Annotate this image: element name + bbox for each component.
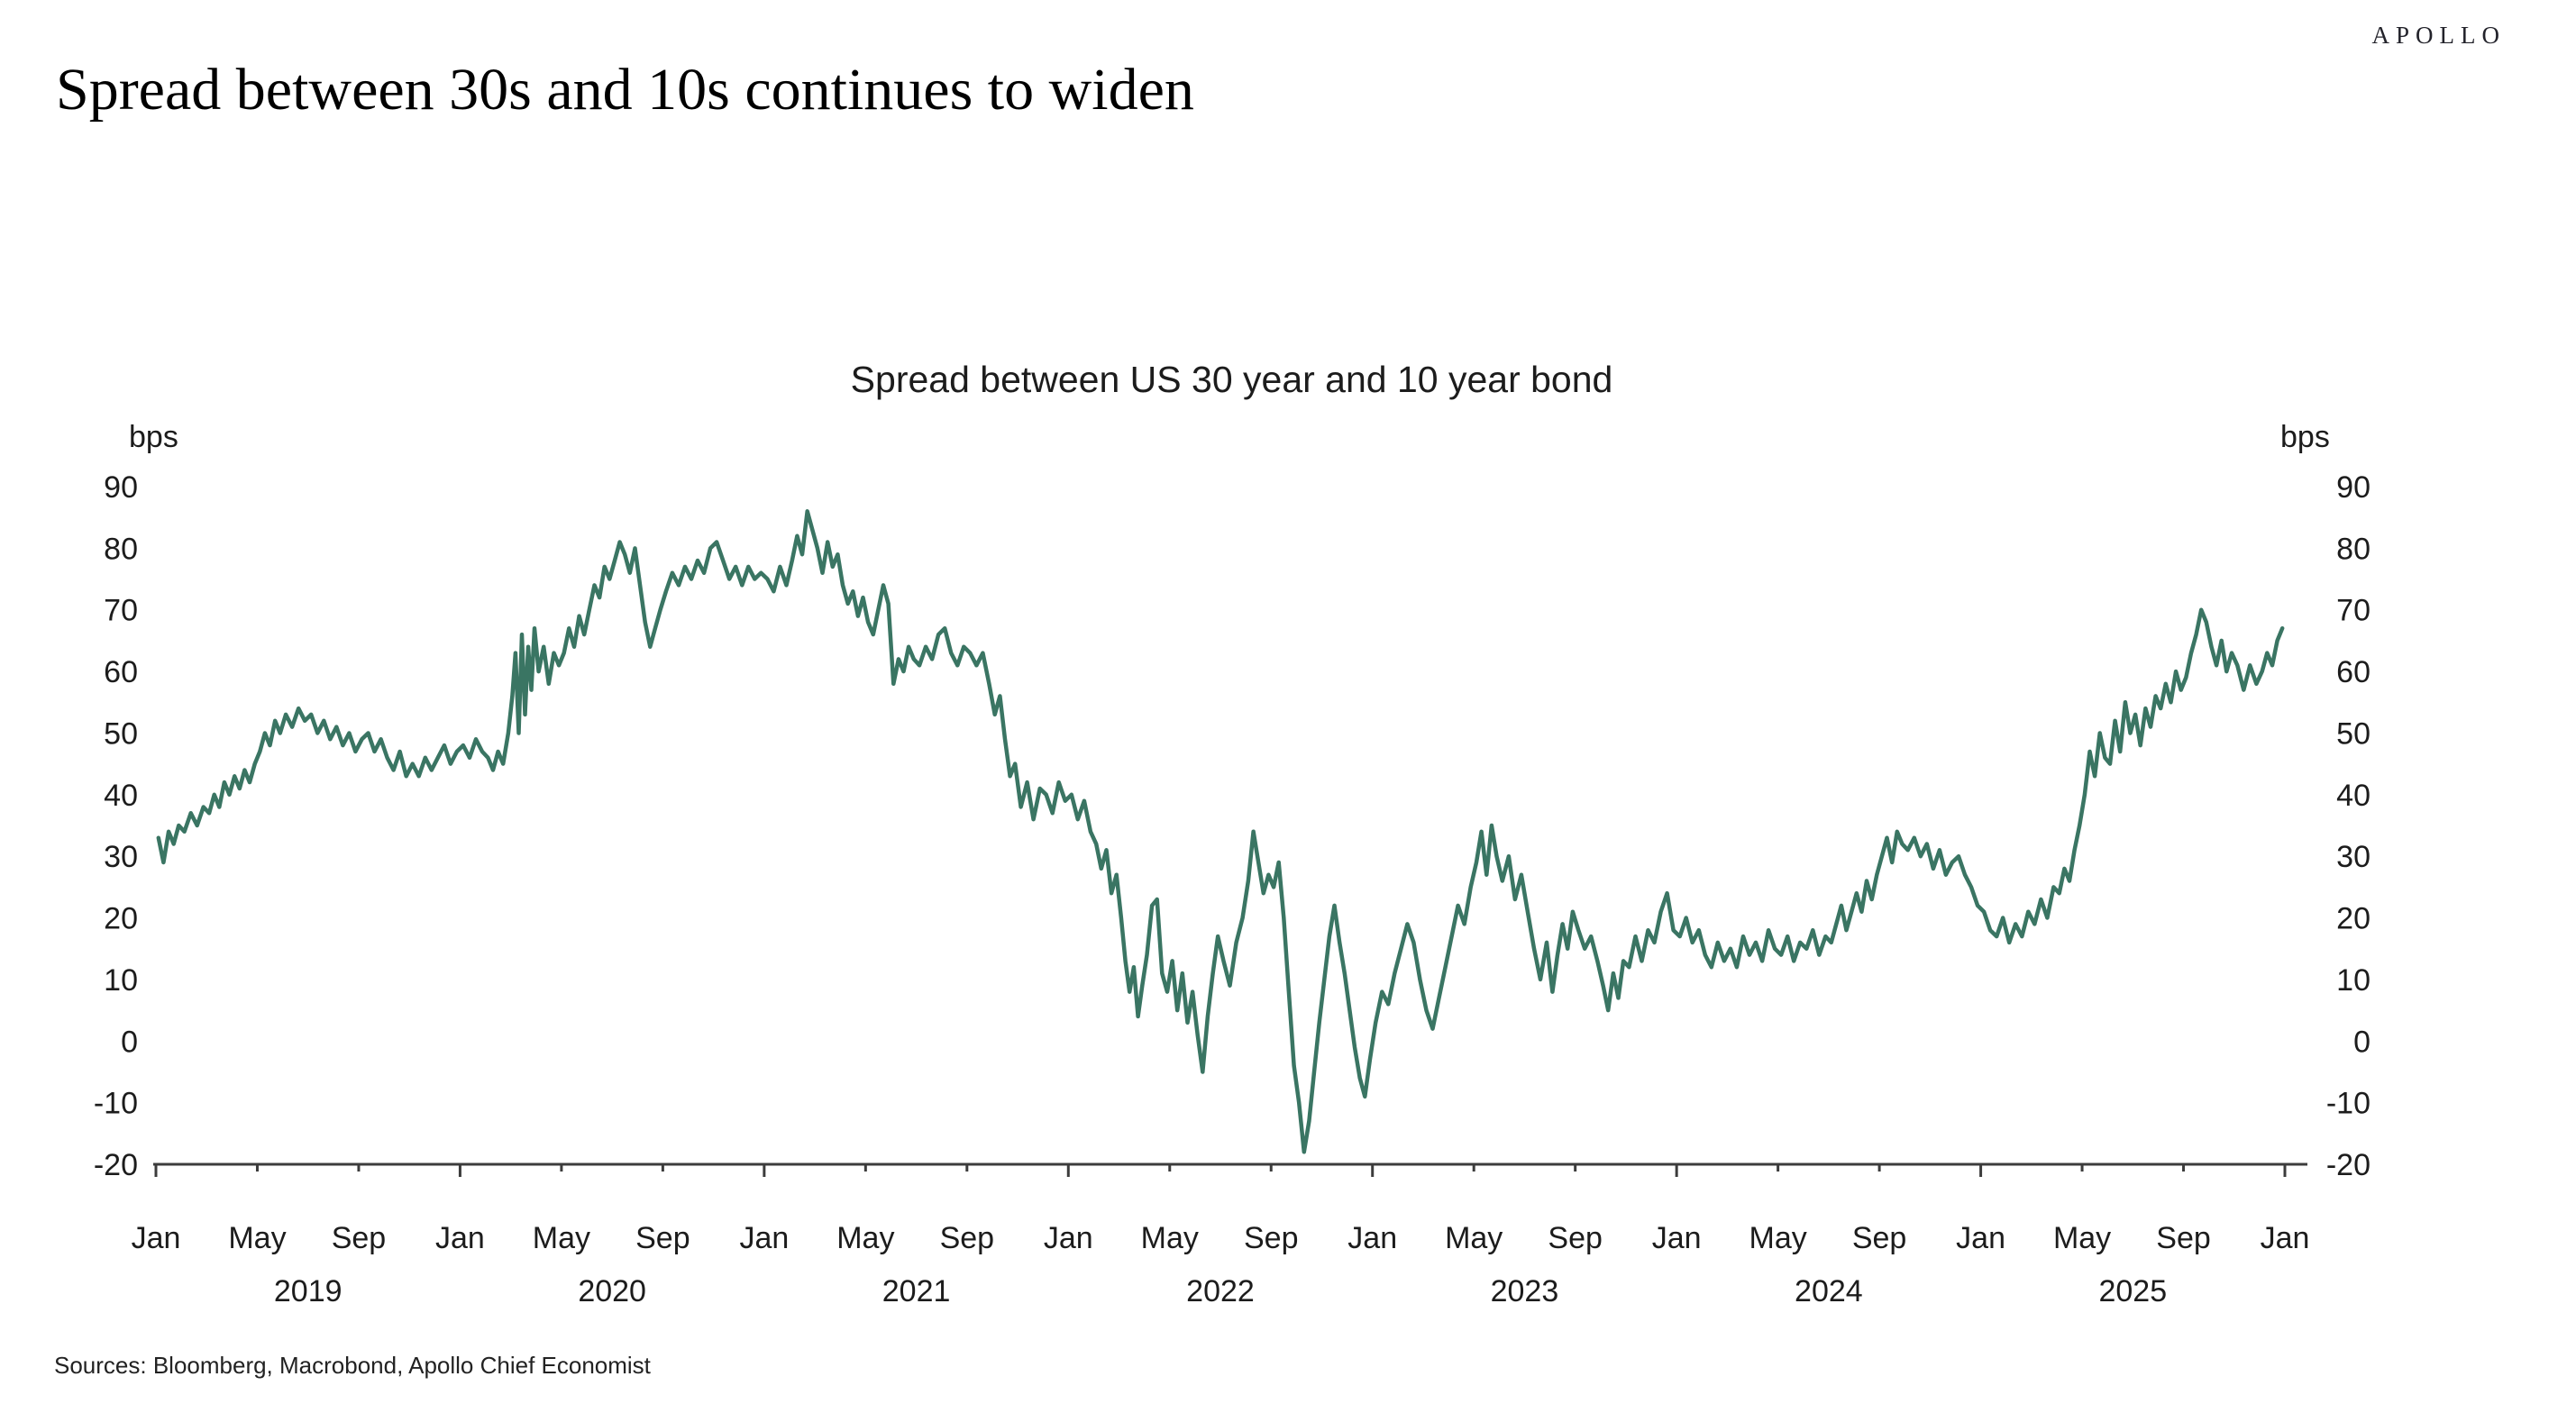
y-tick-label-left: -10	[94, 1087, 138, 1121]
x-tick-label: Sep	[332, 1221, 387, 1255]
y-tick-label-right: 0	[2353, 1025, 2370, 1059]
chart-title: Spread between US 30 year and 10 year bo…	[850, 359, 1613, 400]
x-tick-label: Jan	[1652, 1221, 1702, 1255]
x-tick-label: May	[836, 1221, 894, 1255]
x-tick-label: Sep	[940, 1221, 995, 1255]
y-tick-label-left: 0	[121, 1025, 138, 1059]
y-tick-label-left: 90	[104, 470, 138, 505]
year-label: 2020	[578, 1274, 646, 1308]
x-tick-label: Jan	[435, 1221, 485, 1255]
y-tick-label-left: 10	[104, 963, 138, 998]
y-tick-label-left: 30	[104, 840, 138, 874]
apollo-logo: APOLLO	[2371, 22, 2506, 49]
y-tick-label-right: 40	[2336, 779, 2370, 813]
y-tick-label-left: 60	[104, 655, 138, 689]
x-tick-label: Jan	[132, 1221, 181, 1255]
year-label: 2022	[1186, 1274, 1255, 1308]
y-tick-label-right: 50	[2336, 716, 2370, 751]
y-tick-label-right: 10	[2336, 963, 2370, 998]
y-tick-label-right: 70	[2336, 594, 2370, 628]
x-tick-label: May	[533, 1221, 590, 1255]
page-title: Spread between 30s and 10s continues to …	[56, 57, 1194, 123]
x-tick-label: Sep	[1244, 1221, 1299, 1255]
y-tick-label-right: 90	[2336, 470, 2370, 505]
x-tick-label: Jan	[1347, 1221, 1397, 1255]
x-tick-label: May	[1141, 1221, 1199, 1255]
x-tick-label: Sep	[2156, 1221, 2211, 1255]
y-tick-label-right: 80	[2336, 532, 2370, 566]
y-tick-label-right: 20	[2336, 902, 2370, 936]
x-tick-label: Sep	[635, 1221, 690, 1255]
y-tick-label-right: -10	[2326, 1087, 2370, 1121]
y-tick-label-left: -20	[94, 1148, 138, 1182]
x-tick-label: Jan	[1044, 1221, 1093, 1255]
y-tick-label-right: 30	[2336, 840, 2370, 874]
year-label: 2019	[274, 1274, 343, 1308]
y-axis-unit-right: bps	[2280, 420, 2330, 454]
sources-note: Sources: Bloomberg, Macrobond, Apollo Ch…	[54, 1352, 651, 1379]
y-tick-label-left: 50	[104, 716, 138, 751]
y-tick-label-left: 70	[104, 594, 138, 628]
x-tick-label: May	[1749, 1221, 1807, 1255]
y-tick-label-right: 60	[2336, 655, 2370, 689]
x-tick-label: May	[228, 1221, 286, 1255]
x-tick-label: Jan	[739, 1221, 789, 1255]
x-tick-label: May	[2053, 1221, 2111, 1255]
year-label: 2023	[1491, 1274, 1559, 1308]
year-label: 2024	[1795, 1274, 1863, 1308]
y-axis-unit-left: bps	[129, 420, 178, 454]
y-tick-label-left: 80	[104, 532, 138, 566]
x-tick-label: Jan	[2261, 1221, 2310, 1255]
year-label: 2021	[882, 1274, 951, 1308]
y-tick-label-right: -20	[2326, 1148, 2370, 1182]
y-tick-label-left: 20	[104, 902, 138, 936]
x-tick-label: May	[1445, 1221, 1503, 1255]
x-tick-label: Sep	[1852, 1221, 1907, 1255]
year-label: 2025	[2098, 1274, 2167, 1308]
x-tick-label: Sep	[1548, 1221, 1603, 1255]
y-tick-label-left: 40	[104, 779, 138, 813]
x-tick-label: Jan	[1956, 1221, 2005, 1255]
spread-series-line	[156, 509, 2285, 1154]
